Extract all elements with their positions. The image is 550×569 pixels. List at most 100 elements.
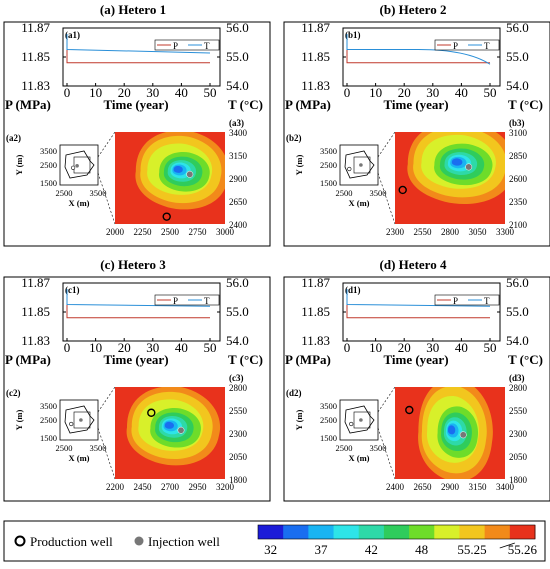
p-tick-label: 11.83 bbox=[301, 333, 330, 348]
inset-zoom-box bbox=[73, 156, 91, 174]
legend-box bbox=[154, 294, 220, 306]
p-tick-label: 11.85 bbox=[21, 49, 50, 64]
inset-x-tick: 3500 bbox=[370, 188, 387, 198]
inset-x-tick: 3500 bbox=[370, 443, 387, 453]
inset-y-tick: 1500 bbox=[40, 178, 57, 188]
map-x-tick: 3200 bbox=[216, 482, 235, 492]
map-y-tick: 2800 bbox=[509, 383, 528, 393]
t-tick-label: 56.0 bbox=[226, 275, 249, 290]
contour-level bbox=[164, 421, 175, 429]
plot-area bbox=[342, 27, 501, 87]
colorbar-tick-label: 55.25 bbox=[457, 542, 486, 557]
inset-y-tick: 1500 bbox=[320, 178, 337, 188]
inset-x-label: X (m) bbox=[348, 198, 369, 208]
subplot-label: (d1) bbox=[345, 285, 361, 295]
inset-injection-well bbox=[79, 418, 83, 422]
colorbar-tick-label: 37 bbox=[314, 542, 328, 557]
inset-x-tick: 2500 bbox=[56, 443, 73, 453]
footer-legend: Production well Injection well 32 37 42 48 5… bbox=[3, 520, 546, 562]
subplot-label: (a1) bbox=[65, 30, 80, 40]
inset-y-tick: 3500 bbox=[40, 146, 57, 156]
t-tick-label: 56.0 bbox=[506, 275, 529, 290]
map-y-tick: 3100 bbox=[509, 128, 528, 138]
colorbar-tick-label: 42 bbox=[365, 542, 378, 557]
zoom-connector bbox=[97, 386, 116, 413]
map-label: (d3) bbox=[509, 373, 525, 383]
map-y-tick: 2550 bbox=[509, 406, 528, 416]
panel-frame bbox=[283, 276, 550, 502]
x-axis-label: Time (year) bbox=[103, 352, 168, 367]
zoom-connector bbox=[97, 172, 116, 225]
x-tick-label: 0 bbox=[64, 85, 71, 100]
inset-y-tick: 2500 bbox=[320, 160, 337, 170]
legend-label-t: T bbox=[484, 296, 490, 306]
x-tick-label: 50 bbox=[484, 85, 497, 100]
inset-injection-well bbox=[359, 163, 363, 167]
inset-y-label: Y (m) bbox=[14, 154, 24, 175]
panel-p4: (d) Hetero 4 (d1) 11.87 11.85 11.83 56.0 55.0 5… bbox=[283, 257, 550, 502]
x-tick-label: 10 bbox=[369, 340, 382, 355]
inset-label: (d2) bbox=[286, 388, 302, 398]
map-y-tick: 2050 bbox=[229, 452, 248, 462]
p-axis-label: P (MPa) bbox=[5, 352, 51, 367]
production-well-marker bbox=[405, 405, 414, 415]
inset-reservoir-outline bbox=[64, 150, 95, 179]
p-axis-label: P (MPa) bbox=[285, 97, 331, 112]
inset-y-tick: 2500 bbox=[40, 415, 57, 425]
inset-x-label: X (m) bbox=[68, 198, 89, 208]
p-tick-label: 11.85 bbox=[301, 304, 330, 319]
time-series-plot: (d1) 11.87 11.85 11.83 56.0 55.0 54.0 0 10 20 30 40… bbox=[285, 275, 543, 367]
p-tick-label: 11.87 bbox=[301, 275, 330, 290]
temperature-map: (b3) 2300 2550 2800 3050 3300 3100 2850 2600 2350… bbox=[377, 118, 528, 237]
injection-well-marker bbox=[186, 170, 194, 178]
inset-frame bbox=[339, 399, 379, 441]
inset-production-well bbox=[349, 421, 354, 427]
colorbar-swatch bbox=[358, 525, 385, 539]
colorbar-swatch bbox=[258, 525, 284, 539]
inset-y-tick: 3500 bbox=[40, 401, 57, 411]
colorbar-tick-label: 32 bbox=[264, 542, 277, 557]
x-tick-label: 50 bbox=[484, 340, 497, 355]
inset-reservoir-outline bbox=[344, 150, 375, 179]
map-y-tick: 1800 bbox=[229, 475, 248, 485]
legend-label-p: P bbox=[453, 296, 458, 306]
inset-x-tick: 2500 bbox=[336, 443, 353, 453]
x-tick-label: 40 bbox=[455, 340, 468, 355]
inset-y-tick: 2500 bbox=[320, 415, 337, 425]
map-y-tick: 2350 bbox=[509, 197, 528, 207]
contour-level bbox=[447, 425, 456, 435]
x-tick-label: 10 bbox=[369, 85, 382, 100]
x-tick-label: 0 bbox=[64, 340, 71, 355]
colorbar-swatch bbox=[308, 525, 335, 539]
x-tick-label: 0 bbox=[344, 85, 351, 100]
plot-area bbox=[62, 282, 221, 342]
subplot-label: (c1) bbox=[65, 285, 80, 295]
t-tick-label: 56.0 bbox=[226, 20, 249, 35]
panel-p1: (a) Hetero 1 (a1) 11.87 11.85 11.83 56.0 55.0 5… bbox=[3, 2, 271, 247]
panel-title: (b) Hetero 2 bbox=[380, 2, 447, 17]
series-line-t bbox=[66, 34, 211, 54]
map-x-tick: 3300 bbox=[496, 227, 515, 237]
temperature-contours bbox=[407, 132, 505, 204]
temperature-map: (a3) 2000 2250 2500 2750 3000 3400 3150 2900 2650… bbox=[97, 118, 248, 237]
map-x-tick: 3400 bbox=[496, 482, 515, 492]
inset-x-label: X (m) bbox=[348, 453, 369, 463]
legend-label-t: T bbox=[204, 296, 210, 306]
inset-y-tick: 3500 bbox=[320, 146, 337, 156]
production-well-marker bbox=[147, 408, 156, 417]
t-tick-label: 54.0 bbox=[226, 78, 249, 93]
x-axis-label: Time (year) bbox=[383, 352, 448, 367]
x-axis-label: Time (year) bbox=[103, 97, 168, 112]
inset-zoom-box bbox=[353, 411, 371, 429]
t-tick-label: 54.0 bbox=[506, 78, 529, 93]
x-tick-label: 40 bbox=[175, 340, 188, 355]
contour-level bbox=[451, 158, 463, 166]
injection-well-marker bbox=[177, 426, 185, 434]
map-y-tick: 2050 bbox=[509, 452, 528, 462]
inset-frame bbox=[339, 144, 379, 186]
x-tick-label: 10 bbox=[89, 340, 102, 355]
